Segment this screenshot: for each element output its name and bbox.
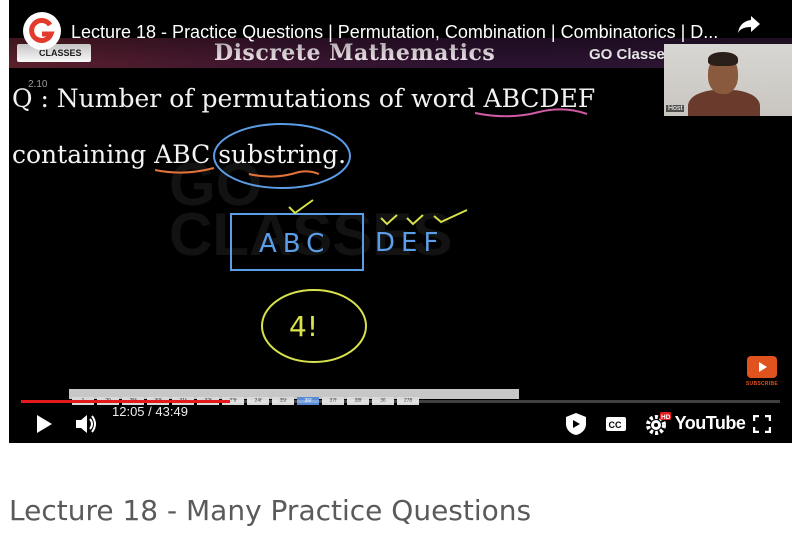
time-current: 12:05 [112, 404, 145, 419]
host-label: Host [666, 105, 685, 112]
answer-circle [261, 289, 367, 363]
settings-button[interactable]: HD [641, 404, 675, 443]
play-icon [37, 414, 52, 433]
check-mark [406, 214, 424, 226]
taskbar-item: 33f [222, 397, 244, 405]
channel-avatar[interactable] [23, 12, 61, 50]
svg-text:CC: CC [609, 420, 622, 430]
time-separator: / [144, 404, 156, 419]
shield-icon [566, 412, 586, 435]
annotation-layer: ABC DEF 4! [154, 108, 588, 363]
underline-substring [248, 170, 320, 178]
box-letters: ABC [259, 229, 330, 259]
taskbar-item: 24f [247, 397, 269, 405]
circle-substring [213, 123, 351, 189]
time-display: 12:05 / 43:49 [112, 404, 188, 443]
video-player[interactable]: CLASSES Discrete Mathematics GO Classe L… [9, 0, 792, 443]
presenter-hair [708, 52, 738, 66]
hd-badge: HD [661, 414, 671, 421]
player-controls: 12:05 / 43:49 CC HD YouTube [9, 404, 792, 443]
abc-box [230, 213, 364, 271]
play-button[interactable] [29, 404, 59, 443]
time-total: 43:49 [155, 404, 188, 419]
progress-played [21, 400, 231, 403]
subscribe-play-icon [747, 356, 777, 378]
question-line-2: containing ABC substring. [12, 140, 347, 169]
channel-logo-icon [26, 15, 58, 47]
player-top-bar [9, 0, 792, 64]
youtube-logo-button[interactable]: YouTube [675, 404, 746, 443]
youtube-label: YouTube [674, 413, 746, 433]
taskbar-item: 35f [272, 397, 294, 405]
share-icon [738, 16, 760, 33]
slide-taskbar: 12925f30f31f32f33f24f35f36f37f38f36278 [69, 389, 519, 405]
captions-button[interactable]: CC [601, 404, 631, 443]
taskbar-item: 38f [347, 397, 369, 405]
check-mark [433, 209, 468, 224]
volume-icon [76, 414, 96, 433]
question-line-1: Q : Number of permutations of word ABCDE… [12, 84, 596, 113]
taskbar-item: 278 [397, 397, 419, 405]
fullscreen-button[interactable] [749, 404, 775, 443]
underline-abcdef [474, 108, 588, 118]
cc-icon: CC [606, 416, 626, 431]
underline-abc [154, 167, 215, 174]
sponsor-shield-button[interactable] [561, 404, 591, 443]
slide-number: 2.10 [28, 79, 48, 90]
taskbar-item: 36 [372, 397, 394, 405]
subscribe-button[interactable]: SUBSCRIBE [745, 356, 779, 387]
presenter-body [688, 90, 760, 116]
play-triangle-icon [759, 362, 767, 372]
taskbar-item: 37f [322, 397, 344, 405]
rest-letters: DEF [375, 228, 444, 258]
check-mark [288, 199, 314, 215]
page-title: Lecture 18 - Many Practice Questions [9, 494, 532, 527]
gear-icon: HD [646, 411, 671, 435]
check-mark [380, 214, 398, 226]
mute-button[interactable] [71, 404, 101, 443]
presenter-webcam: Host [664, 44, 792, 116]
fullscreen-icon [753, 414, 771, 433]
taskbar-item: 36f [297, 397, 319, 405]
subscribe-label: SUBSCRIBE [745, 381, 779, 387]
progress-bar[interactable] [21, 400, 780, 403]
answer-text: 4! [289, 310, 318, 343]
